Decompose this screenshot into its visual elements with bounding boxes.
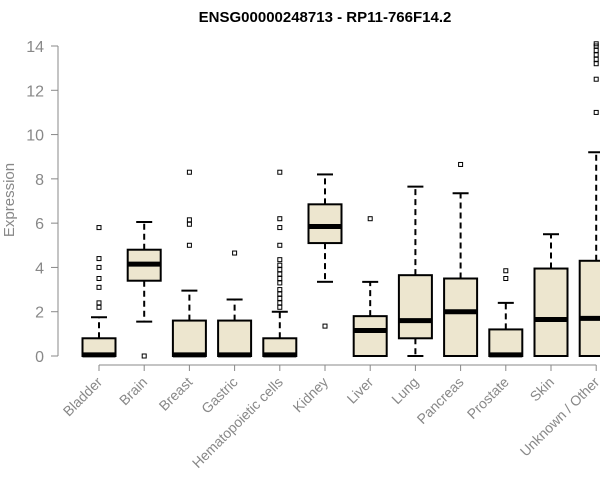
outlier-point bbox=[186, 221, 192, 227]
outlier-point bbox=[593, 56, 599, 62]
outlier-point bbox=[96, 276, 102, 281]
outlier-point bbox=[277, 276, 283, 281]
box-group bbox=[443, 161, 479, 357]
box-iqr bbox=[217, 319, 253, 358]
outlier-point bbox=[593, 41, 599, 47]
y-tick-label: 2 bbox=[35, 305, 44, 322]
box-iqr bbox=[307, 203, 343, 245]
x-tick-label: Prostate bbox=[464, 374, 512, 422]
x-tick-label: Bladder bbox=[60, 374, 106, 420]
y-axis: 0 2 4 6 8 10 12 14 bbox=[26, 39, 59, 366]
box-group bbox=[488, 268, 524, 358]
outlier-point bbox=[593, 52, 599, 58]
outlier-point bbox=[141, 353, 147, 359]
outlier-point bbox=[593, 109, 599, 115]
outlier-point bbox=[96, 225, 102, 231]
x-tick-label: Lung bbox=[388, 374, 421, 407]
chart-title: ENSG00000248713 - RP11-766F14.2 bbox=[199, 9, 452, 26]
y-tick-label: 14 bbox=[26, 39, 44, 56]
x-tick-label: Liver bbox=[344, 374, 377, 407]
x-tick-label: Brain bbox=[116, 374, 150, 408]
outlier-point bbox=[186, 217, 192, 223]
outlier-point bbox=[458, 161, 464, 167]
box-group bbox=[397, 185, 433, 357]
outlier-point bbox=[96, 304, 102, 310]
y-tick-label: 4 bbox=[35, 260, 44, 277]
outlier-point bbox=[96, 300, 102, 306]
box-iqr bbox=[488, 328, 524, 357]
outlier-point bbox=[503, 276, 509, 281]
box-group bbox=[126, 221, 162, 359]
box-iqr bbox=[397, 274, 433, 340]
outlier-point bbox=[593, 47, 599, 53]
box-iqr bbox=[533, 267, 569, 357]
box-group bbox=[533, 233, 569, 357]
outlier-point bbox=[322, 323, 328, 329]
box-group bbox=[352, 216, 388, 357]
outlier-point bbox=[593, 61, 599, 67]
x-tick-label: Skin bbox=[527, 374, 558, 405]
outlier-point bbox=[277, 304, 283, 310]
box-group bbox=[578, 41, 600, 357]
y-tick-label: 10 bbox=[26, 128, 44, 145]
outlier-point bbox=[277, 257, 283, 263]
outlier-point bbox=[367, 216, 373, 222]
x-tick-label: Gastric bbox=[198, 374, 241, 417]
box-group bbox=[217, 250, 253, 358]
box-iqr bbox=[352, 315, 388, 357]
outlier-point bbox=[186, 169, 192, 175]
y-tick-label: 0 bbox=[35, 349, 44, 366]
outlier-point bbox=[96, 256, 102, 262]
y-tick-label: 8 bbox=[35, 172, 44, 189]
outlier-point bbox=[277, 295, 283, 301]
x-tick-label: Unknown / Other bbox=[517, 374, 600, 460]
outlier-point bbox=[186, 242, 192, 248]
box-iqr bbox=[171, 319, 207, 358]
outlier-point bbox=[277, 216, 283, 222]
outlier-point bbox=[593, 76, 599, 82]
outlier-point bbox=[96, 284, 102, 290]
outlier-point bbox=[277, 169, 283, 175]
box-iqr bbox=[443, 277, 479, 357]
box-series bbox=[81, 41, 600, 359]
box-group bbox=[171, 169, 207, 358]
outlier-point bbox=[277, 271, 283, 277]
outlier-point bbox=[277, 262, 283, 268]
outlier-point bbox=[277, 287, 283, 293]
y-axis-label: Expression bbox=[1, 163, 18, 237]
outlier-point bbox=[503, 268, 509, 274]
box-group bbox=[307, 173, 343, 329]
box-iqr bbox=[578, 259, 600, 357]
outlier-point bbox=[277, 267, 283, 273]
outlier-point bbox=[277, 225, 283, 231]
outlier-point bbox=[232, 250, 238, 256]
outlier-point bbox=[96, 264, 102, 270]
outlier-point bbox=[277, 242, 283, 248]
box-group bbox=[81, 225, 117, 358]
box-group bbox=[262, 169, 298, 358]
x-tick-label: Kidney bbox=[290, 374, 332, 416]
x-tick-label: Pancreas bbox=[414, 374, 467, 427]
outlier-point bbox=[277, 291, 283, 297]
y-tick-label: 6 bbox=[35, 216, 44, 233]
y-tick-label: 12 bbox=[26, 83, 44, 100]
outlier-point bbox=[277, 300, 283, 306]
outlier-point bbox=[277, 280, 283, 286]
x-tick-label: Breast bbox=[156, 374, 196, 414]
